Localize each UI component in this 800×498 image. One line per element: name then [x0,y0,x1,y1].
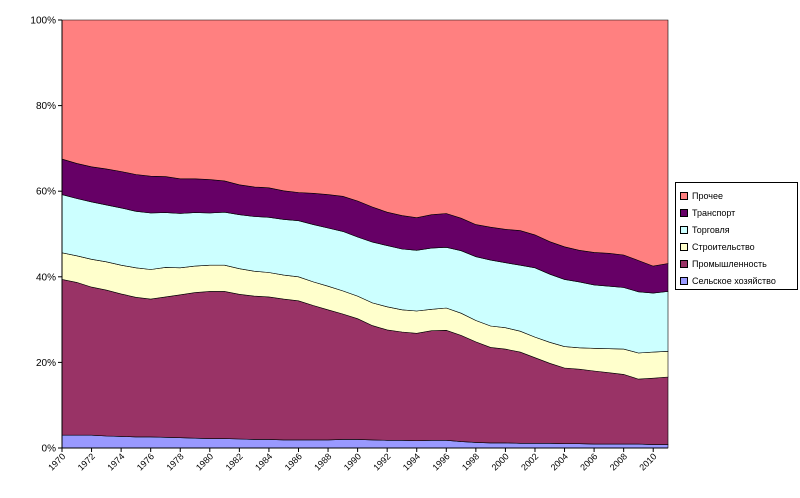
legend-label: Прочее [692,190,723,201]
legend-item: Сельское хозяйство [680,272,797,289]
legend-item: Промышленность [680,255,797,272]
x-tick-label: 1972 [76,451,97,472]
y-tick-label: 40% [36,272,56,283]
x-tick-label: 2008 [608,451,629,472]
legend-label: Строительство [692,241,755,252]
legend-item: Прочее [680,187,797,204]
x-tick-label: 1982 [224,451,245,472]
legend-item: Торговля [680,221,797,238]
x-tick-label: 1970 [46,451,67,472]
x-tick-label: 1984 [253,451,274,472]
legend-swatch [680,242,688,251]
legend-label: Сельское хозяйство [692,275,776,286]
x-tick-label: 1976 [135,451,156,472]
area-series-group [61,19,669,449]
legend-swatch [680,225,688,234]
y-tick-label: 0% [42,444,57,455]
legend-swatch [680,208,688,217]
legend-label: Транспорт [692,207,736,218]
legend-label: Торговля [692,224,730,235]
y-tick-label: 20% [36,358,56,369]
x-tick-label: 2006 [578,451,599,472]
legend-item: Строительство [680,238,797,255]
legend-swatch [680,259,688,268]
legend-item: Транспорт [680,204,797,221]
y-tick-label: 80% [36,101,56,112]
x-axis-ticks: 1970 1972 1974 1976 1978 1980 1982 1984 1986 1988… [46,448,659,473]
x-tick-label: 2000 [490,451,511,472]
area-series-6 [61,19,669,267]
legend-swatch [680,276,688,285]
x-tick-label: 1998 [460,451,481,472]
x-tick-label: 1974 [105,451,126,472]
axes-group [61,20,668,449]
y-tick-label: 100% [30,16,56,27]
x-tick-label: 2004 [549,451,570,472]
chart-legend: Прочее Транспорт Торговля Строительство Пром… [675,182,798,290]
x-tick-label: 1996 [430,451,451,472]
x-tick-label: 1992 [371,451,392,472]
x-tick-label: 1994 [401,451,422,472]
y-axis-ticks: 0% 20% 40% 60% 80% 100% [30,16,62,455]
y-tick-label: 60% [36,187,56,198]
x-tick-label: 1980 [194,451,215,472]
x-tick-label: 1986 [283,451,304,472]
x-tick-label: 1978 [164,451,185,472]
x-tick-label: 1988 [312,451,333,472]
x-tick-label: 2002 [519,451,540,472]
x-tick-label: 2010 [637,451,658,472]
legend-label: Промышленность [692,258,767,269]
x-tick-label: 1990 [342,451,363,472]
legend-swatch [680,191,688,200]
